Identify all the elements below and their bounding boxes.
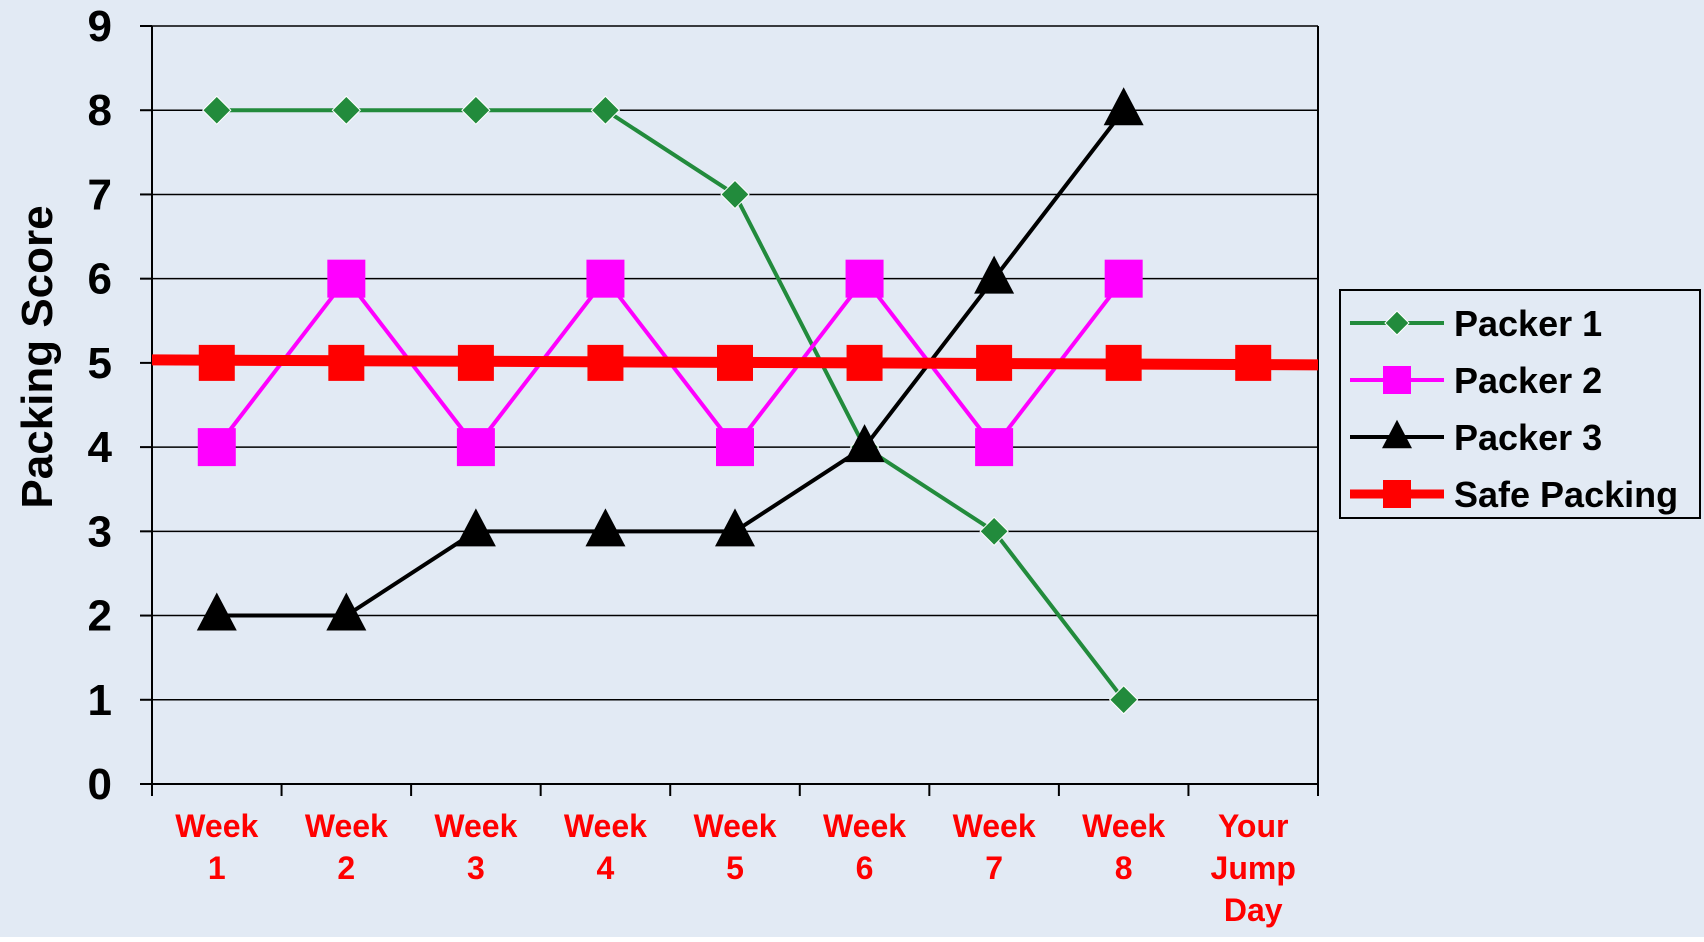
- x-tick-label-line: Week: [1082, 808, 1165, 844]
- x-tick-label-line: Week: [305, 808, 388, 844]
- packer-2-point: [1105, 260, 1143, 298]
- packer-2-point: [716, 428, 754, 466]
- x-tick-label-line: Week: [434, 808, 517, 844]
- legend-swatch-marker: [1383, 480, 1411, 508]
- x-tick-label-line: Week: [175, 808, 258, 844]
- legend: Packer 1 Packer 2 Packer 3 Safe Packing: [1340, 290, 1700, 518]
- x-tick-label-line: Your: [1218, 808, 1289, 844]
- packer-2-point: [327, 260, 365, 298]
- y-tick-label: 7: [88, 170, 112, 219]
- y-tick-label: 2: [88, 592, 112, 641]
- y-axis-label: Packing Score: [13, 205, 62, 508]
- y-tick-label: 6: [88, 255, 112, 304]
- safe-packing-point: [587, 345, 623, 381]
- x-tick-label-line: Day: [1224, 892, 1283, 928]
- x-tick-label-line: Week: [693, 808, 776, 844]
- x-tick-label-line: 7: [985, 850, 1003, 886]
- safe-packing-point: [458, 345, 494, 381]
- x-tick-label-line: Week: [564, 808, 647, 844]
- y-tick-label: 1: [88, 676, 112, 725]
- y-tick-label: 9: [88, 2, 112, 51]
- x-tick-label-line: 4: [597, 850, 615, 886]
- x-tick-label-line: Week: [823, 808, 906, 844]
- safe-packing-point: [1235, 345, 1271, 381]
- legend-label-safe-packing: Safe Packing: [1454, 474, 1678, 515]
- x-tick-label-line: Jump: [1211, 850, 1296, 886]
- x-tick-label-line: Week: [953, 808, 1036, 844]
- legend-label-packer-3: Packer 3: [1454, 417, 1602, 458]
- packer-2-point: [586, 260, 624, 298]
- safe-packing-point: [717, 345, 753, 381]
- x-tick-label-line: 2: [337, 850, 355, 886]
- y-tick-label: 8: [88, 86, 112, 135]
- x-tick-label-line: 5: [726, 850, 744, 886]
- legend-label-packer-1: Packer 1: [1454, 303, 1602, 344]
- y-tick-label: 3: [88, 507, 112, 556]
- x-tick-label-line: 1: [208, 850, 226, 886]
- safe-packing-point: [1106, 345, 1142, 381]
- y-tick-label: 5: [88, 339, 112, 388]
- packer-2-point: [846, 260, 884, 298]
- packer-2-point: [975, 428, 1013, 466]
- x-tick-label-line: 3: [467, 850, 485, 886]
- legend-label-packer-2: Packer 2: [1454, 360, 1602, 401]
- legend-swatch-marker: [1383, 366, 1411, 394]
- x-tick-label-line: 6: [856, 850, 874, 886]
- safe-packing-point: [328, 345, 364, 381]
- packer-2-point: [457, 428, 495, 466]
- safe-packing-point: [847, 345, 883, 381]
- safe-packing-point: [199, 345, 235, 381]
- y-tick-label: 4: [88, 423, 113, 472]
- safe-packing-point: [976, 345, 1012, 381]
- y-tick-label: 0: [88, 760, 112, 809]
- packer-2-point: [198, 428, 236, 466]
- x-tick-label-line: 8: [1115, 850, 1133, 886]
